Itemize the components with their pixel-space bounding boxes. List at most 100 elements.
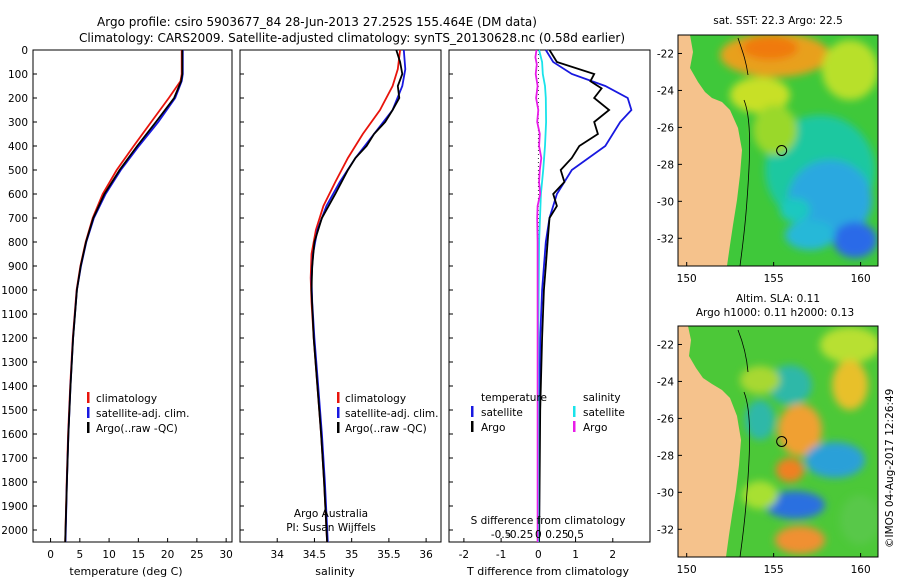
x-tick-label: 36 [419, 549, 433, 561]
legend-title-temperature: temperature [481, 392, 547, 404]
legend-label-satellite: satellite-adj. clim. [345, 408, 438, 420]
institution-label: Argo Australia [294, 508, 368, 520]
map-x-tick-label: 155 [764, 564, 784, 576]
s-difference-ticks: -0.5-0.25 0 0.250.5 [491, 529, 584, 541]
map-y-tick-label: -24 [657, 376, 674, 388]
land-mass [678, 326, 741, 557]
difference-legend: temperature salinity satellite Argo sate… [471, 392, 625, 434]
salinity-x-axis: 34 34.5 35 35.5 36 [271, 538, 433, 561]
series-line-satellite-adj-clim- [64, 50, 184, 543]
depth-tick-label: 1800 [1, 477, 28, 489]
sst-map-title: sat. SST: 22.3 Argo: 22.5 [713, 15, 843, 27]
argo-float-marker [776, 145, 788, 156]
series-line-argo-raw-qc- [64, 50, 184, 543]
legend-label-temperature-satellite: satellite [481, 407, 523, 419]
legend-swatch-argo [337, 422, 340, 433]
s-tick-label: -0.5 [491, 529, 512, 541]
legend-label-climatology: climatology [96, 393, 157, 405]
temperature-x-axis: 0 5 10 15 20 25 30 [47, 538, 233, 561]
legend-label-argo: Argo(..raw -QC) [96, 423, 178, 435]
bathymetry-contour [737, 37, 751, 266]
legend-swatch-climatology [87, 392, 90, 403]
legend-swatch-satellite [337, 407, 340, 418]
x-tick-label: 34.5 [303, 549, 326, 561]
legend-label-temperature-argo: Argo [481, 422, 505, 434]
depth-tick-label: 1900 [1, 501, 28, 513]
bathymetry-contour [737, 329, 751, 557]
legend-title-salinity: salinity [583, 392, 621, 404]
map-x-tick-label: 150 [677, 273, 697, 285]
depth-tick-label: 1700 [1, 453, 28, 465]
s-tick-label: 0.25 [545, 529, 568, 541]
map-y-tick-label: -28 [657, 159, 674, 171]
series-line-satellite-adj-clim- [310, 49, 407, 543]
s-difference-label: S difference from climatology [471, 515, 626, 527]
t-difference-label: T difference from climatology [466, 565, 629, 578]
x-tick-label: 0 [47, 549, 54, 561]
map-y-tick-label: -28 [657, 450, 674, 462]
map-y-tick-label: -22 [657, 48, 674, 60]
depth-tick-label: 200 [8, 93, 28, 105]
x-tick-label: 35 [345, 549, 358, 561]
series-line-argo-raw-qc- [310, 49, 404, 543]
sst-map-frame [677, 34, 879, 267]
sla-field [740, 327, 878, 554]
series-line-temperature-argo [538, 49, 611, 543]
depth-tick-label: 2000 [1, 525, 28, 537]
legend-swatch-temperature-satellite [471, 406, 474, 417]
legend-label-salinity-argo: Argo [583, 422, 607, 434]
x-tick-label: 2 [609, 549, 616, 561]
series-line-temperature-satellite [538, 49, 633, 543]
map-y-tick-label: -26 [657, 413, 674, 425]
map-y-tick-label: -26 [657, 122, 674, 134]
legend-label-satellite: satellite-adj. clim. [96, 408, 189, 420]
s-tick-label: -0.25 [506, 529, 533, 541]
map-y-tick-label: -22 [657, 339, 674, 351]
x-tick-label: 34 [271, 549, 285, 561]
legend-swatch-temperature-argo [471, 421, 474, 432]
x-tick-label: 10 [102, 549, 115, 561]
depth-axis: 0 100 200 300 400 500 600 700 800 900 1000 1100 1200… [1, 45, 453, 537]
map-x-tick-label: 155 [764, 273, 784, 285]
salinity-legend: climatology satellite-adj. clim. Argo(..… [337, 392, 438, 435]
imos-credit: ©IMOS 04-Aug-2017 12:26:49 [884, 389, 896, 548]
x-tick-label: 1 [572, 549, 579, 561]
map-y-tick-label: -32 [657, 233, 674, 245]
s-tick-label: 0 [535, 529, 542, 541]
map-y-tick-label: -30 [657, 487, 674, 499]
temperature-x-label: temperature (deg C) [69, 565, 182, 578]
depth-tick-label: 1600 [1, 429, 28, 441]
depth-tick-label: 100 [8, 69, 28, 81]
depth-tick-label: 1200 [1, 333, 28, 345]
temperature-panel: 0 5 10 15 20 25 30 temperature (deg C) climato… [32, 49, 233, 578]
x-tick-label: 25 [190, 549, 203, 561]
depth-tick-label: 900 [8, 261, 28, 273]
series-line-salinity-argo [534, 49, 543, 542]
legend-swatch-climatology [337, 392, 340, 403]
depth-tick-label: 1500 [1, 405, 28, 417]
depth-tick-label: 400 [8, 141, 28, 153]
x-tick-label: -1 [496, 549, 506, 561]
salinity-panel: 34 34.5 35 35.5 36 salinity climatology sate… [239, 49, 442, 578]
x-tick-label: -2 [459, 549, 469, 561]
figure-title-line2: Climatology: CARS2009. Satellite-adjuste… [79, 31, 625, 45]
pi-label: PI: Susan Wijffels [286, 522, 376, 534]
legend-swatch-argo [87, 422, 90, 433]
x-tick-label: 15 [132, 549, 145, 561]
difference-panel: -2 -1 0 1 2 S difference from climatology -0… [448, 49, 651, 578]
salinity-x-label: salinity [315, 565, 355, 578]
depth-tick-label: 1300 [1, 357, 28, 369]
s-tick-label: 0.5 [567, 529, 584, 541]
map-y-tick-label: -30 [657, 196, 674, 208]
sst-field [720, 35, 878, 258]
sla-map-title: Altim. SLA: 0.11 [736, 293, 820, 305]
sla-map-subtitle: Argo h1000: 0.11 h2000: 0.13 [696, 307, 854, 319]
depth-tick-label: 1400 [1, 381, 28, 393]
x-tick-label: 20 [161, 549, 174, 561]
depth-tick-label: 0 [21, 45, 28, 57]
depth-tick-label: 300 [8, 117, 28, 129]
legend-swatch-salinity-argo [573, 421, 576, 432]
x-tick-label: 30 [219, 549, 232, 561]
land-mass [678, 35, 742, 266]
